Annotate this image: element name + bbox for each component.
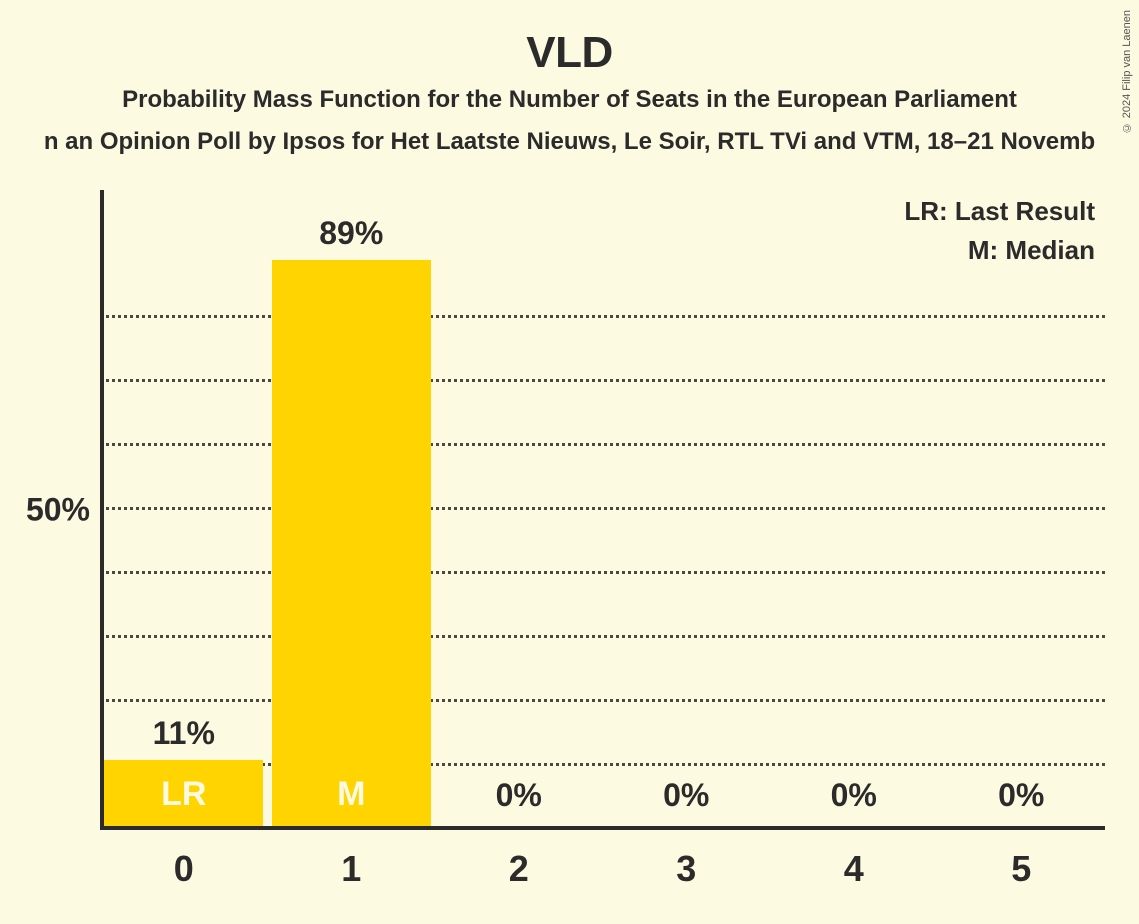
plot-area: LR: Last Result M: Median 50%011%LR189%M… — [100, 190, 1105, 830]
bar-marker: LR — [104, 775, 263, 814]
poll-source-line: n an Opinion Poll by Ipsos for Het Laats… — [0, 128, 1139, 156]
bar-value-label: 0% — [663, 777, 709, 814]
grid-line — [100, 571, 1105, 574]
bar-value-label: 0% — [831, 777, 877, 814]
bar: 11%LR — [104, 760, 263, 826]
x-tick: 5 — [1011, 848, 1031, 890]
bar-value-label: 0% — [998, 777, 1044, 814]
x-tick: 0 — [174, 848, 194, 890]
legend-m: M: Median — [904, 231, 1095, 270]
bar-value-label: 89% — [272, 215, 431, 252]
grid-line — [100, 507, 1105, 510]
grid-line — [100, 443, 1105, 446]
chart-area: LR: Last Result M: Median 50%011%LR189%M… — [0, 175, 1139, 924]
x-tick: 2 — [509, 848, 529, 890]
chart-subtitle: Probability Mass Function for the Number… — [0, 86, 1139, 114]
grid-line — [100, 379, 1105, 382]
bar-marker: M — [272, 775, 431, 814]
grid-line — [100, 315, 1105, 318]
grid-line — [100, 699, 1105, 702]
x-tick: 1 — [341, 848, 361, 890]
bar-value-label: 11% — [104, 715, 263, 752]
x-tick: 4 — [844, 848, 864, 890]
legend: LR: Last Result M: Median — [904, 192, 1095, 270]
y-axis-label: 50% — [0, 492, 90, 529]
bar: 89%M — [272, 260, 431, 826]
bar-value-label: 0% — [496, 777, 542, 814]
copyright-text: © 2024 Filip van Laenen — [1121, 10, 1133, 133]
chart-title: VLD — [0, 0, 1139, 78]
grid-line — [100, 635, 1105, 638]
legend-lr: LR: Last Result — [904, 192, 1095, 231]
x-axis — [100, 826, 1105, 830]
x-tick: 3 — [676, 848, 696, 890]
